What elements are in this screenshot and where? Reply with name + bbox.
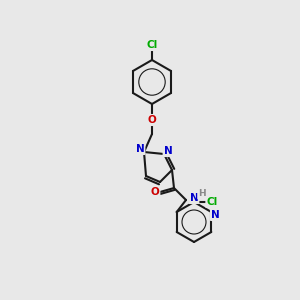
Text: N: N <box>136 144 144 154</box>
Text: N: N <box>211 210 220 220</box>
Text: O: O <box>148 115 156 125</box>
Text: N: N <box>190 193 198 203</box>
Text: Cl: Cl <box>206 197 218 207</box>
Text: O: O <box>151 187 159 197</box>
Text: H: H <box>198 190 206 199</box>
Text: Cl: Cl <box>146 40 158 50</box>
Text: N: N <box>164 146 172 156</box>
